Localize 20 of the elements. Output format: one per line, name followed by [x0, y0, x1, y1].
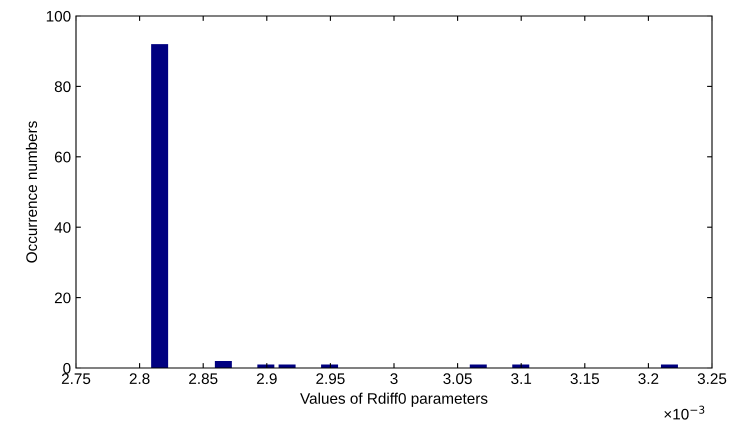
y-tick-label: 40 [54, 222, 71, 233]
text: ×10$^{−3}$ [664, 406, 704, 420]
x-tick-label: 2.85 [189, 373, 218, 384]
x-tick-label: 3.15 [570, 373, 600, 384]
x-tick-label: 3.1 [511, 373, 532, 384]
y-tick-label: 20 [54, 292, 71, 304]
y-tick-label: 60 [54, 152, 71, 162]
x-tick-label: 3.25 [698, 373, 726, 384]
y-axis-title: Occurrence numbers [26, 121, 38, 263]
x-tick-label: 2.8 [130, 373, 150, 384]
x-tick-label: 3.05 [443, 373, 472, 384]
y-tick-label: 80 [54, 81, 71, 92]
x-tick-label: 2.95 [316, 373, 345, 384]
y-tick-label: 100 [46, 10, 71, 22]
y-tick-label: 0 [63, 362, 71, 374]
x-tick-label: 3 [390, 373, 398, 384]
x-tick-label: 3.2 [638, 373, 658, 384]
x-axis-title: Values of Rdiff0 parameters [300, 392, 488, 407]
x-tick-label: 2.75 [62, 373, 90, 384]
x-tick-label: 2.9 [256, 373, 277, 384]
